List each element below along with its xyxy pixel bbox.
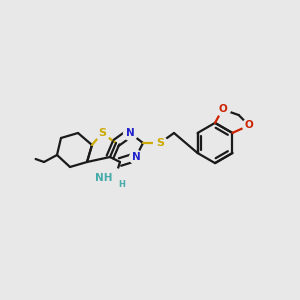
Text: O: O bbox=[218, 104, 227, 114]
Text: N: N bbox=[132, 152, 140, 162]
Text: S: S bbox=[98, 128, 106, 138]
Text: S: S bbox=[156, 138, 164, 148]
Text: H: H bbox=[118, 180, 125, 189]
Text: N: N bbox=[126, 128, 134, 138]
Text: O: O bbox=[244, 120, 253, 130]
Text: NH: NH bbox=[94, 173, 112, 183]
